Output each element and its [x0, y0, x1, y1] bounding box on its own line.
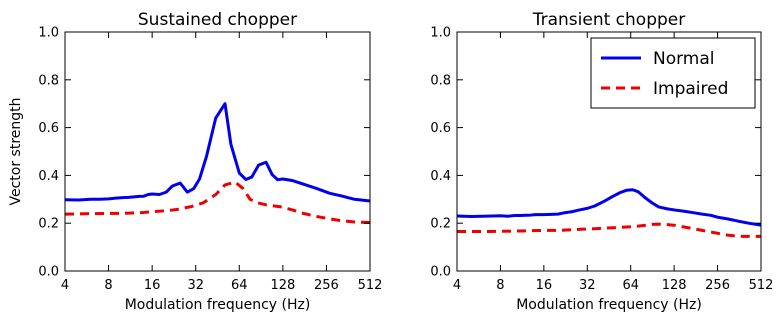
chart-2-xtick-label: 8 — [496, 278, 504, 293]
chart-2-series-normal-line — [456, 188, 762, 227]
chart-1-xtick-label: 32 — [187, 278, 204, 293]
chart-2-ytick-label: 0.6 — [430, 121, 451, 136]
chart-1-ytick-label: 0.2 — [38, 217, 59, 232]
chart-2-xtick-label: 32 — [579, 278, 596, 293]
chart-1-ytick-label: 0.8 — [38, 73, 59, 88]
legend-label-normal: Normal — [653, 49, 715, 69]
chart-2-ytick-label: 0.2 — [430, 217, 451, 232]
legend-box — [590, 37, 756, 109]
chart-2-plot-frame — [456, 31, 762, 272]
chart-2-series-impaired-line — [457, 222, 761, 238]
chart-2-ytick-label: 0.8 — [430, 73, 451, 88]
chart-2-title: Transient chopper — [532, 10, 686, 30]
chart-2-ytick-label: 0.0 — [430, 265, 451, 280]
chart-1-series-normal-line — [64, 102, 371, 203]
chart-1-ytick-label: 0.6 — [38, 121, 59, 136]
chart-1-yaxis-label: Vector strength — [8, 97, 24, 205]
chart-1-series-impaired-line — [64, 180, 371, 224]
chart-1-ytick-label: 1.0 — [38, 26, 59, 41]
chart-2-xtick-label: 16 — [536, 278, 553, 293]
chart-2-xtick-label: 64 — [622, 278, 639, 293]
chart-1-title: Sustained chopper — [138, 10, 297, 30]
chart-1-xaxis-label: Modulation frequency (Hz) — [125, 297, 311, 313]
chart-1-xtick-label: 4 — [61, 278, 69, 293]
chart-2-xtick-label: 128 — [662, 278, 687, 293]
chart-1-plot-frame — [64, 31, 371, 272]
chart-2-xaxis-label: Modulation frequency (Hz) — [516, 297, 702, 313]
chart-1-xtick-label: 16 — [144, 278, 161, 293]
chart-2-ytick-label: 1.0 — [430, 26, 451, 41]
chart-1-ytick-label: 0.0 — [38, 265, 59, 280]
chart-1-xtick-label: 128 — [270, 278, 295, 293]
chart-2: 4 8 16 32 64 128 256 512 0.0 0.2 0.4 0.6 0.8 1.0 Trans… — [430, 10, 773, 313]
chart-1-xtick-label: 512 — [358, 278, 383, 293]
chart-1-xtick-label: 64 — [231, 278, 248, 293]
chart-2-xtick-label: 4 — [453, 278, 461, 293]
chart-2-xtick-label: 512 — [749, 278, 774, 293]
chart-1: 4 8 16 32 64 128 256 512 0.0 0.2 0.4 0.6 0.8 1.0 Susta… — [8, 10, 382, 313]
chart-1-ytick-label: 0.4 — [38, 169, 59, 184]
chart-1-xtick-label: 256 — [314, 278, 339, 293]
chart-2-legend: Normal Impaired — [590, 37, 756, 109]
legend-label-impaired: Impaired — [653, 79, 728, 99]
chart-2-xtick-label: 256 — [705, 278, 730, 293]
chart-1-xtick-label: 8 — [104, 278, 112, 293]
chart-2-ytick-label: 0.4 — [430, 169, 451, 184]
